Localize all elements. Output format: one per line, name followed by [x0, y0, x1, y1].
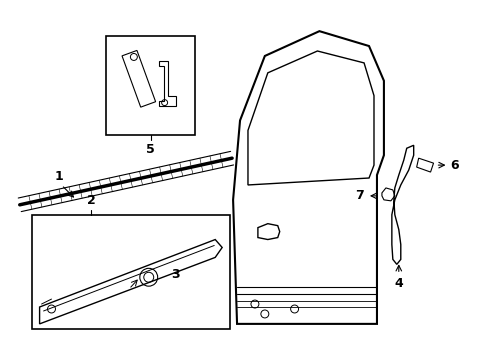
Text: 2: 2	[87, 194, 95, 207]
Text: 3: 3	[171, 268, 180, 281]
FancyBboxPatch shape	[32, 215, 230, 329]
Text: 7: 7	[355, 189, 364, 202]
Text: 6: 6	[449, 159, 458, 172]
Text: 4: 4	[394, 277, 402, 290]
Text: 1: 1	[54, 170, 62, 183]
FancyBboxPatch shape	[106, 36, 195, 135]
Text: 5: 5	[146, 143, 155, 156]
